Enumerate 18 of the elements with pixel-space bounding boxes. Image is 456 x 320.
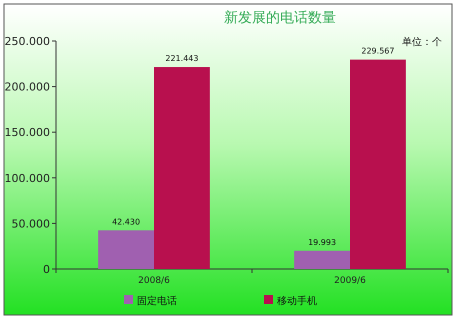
data-label: 221.443: [165, 54, 198, 64]
y-tick-label: 100.000: [4, 172, 50, 185]
y-tick-label: 50.000: [12, 217, 50, 230]
legend-label: 固定电话: [137, 295, 177, 307]
legend-item: 固定电话: [124, 295, 177, 307]
data-label: 42.430: [112, 217, 140, 226]
data-label: 19.993: [308, 238, 336, 247]
y-tick-label: 250.000: [4, 35, 50, 48]
legend-label: 移动手机: [277, 295, 317, 307]
y-tick-label: 0: [43, 263, 50, 276]
y-tick-label: 200.000: [4, 80, 50, 94]
x-tick-label: 2008/6: [138, 276, 170, 286]
legend-item: 移动手机: [264, 295, 317, 307]
y-tick-label: 150.000: [4, 126, 50, 140]
data-label: 229.567: [361, 46, 394, 56]
x-tick-label: 2009/6: [334, 276, 366, 286]
chart-title: 新发展的电话数量: [224, 10, 336, 26]
annotation: 单位：个: [402, 36, 442, 48]
